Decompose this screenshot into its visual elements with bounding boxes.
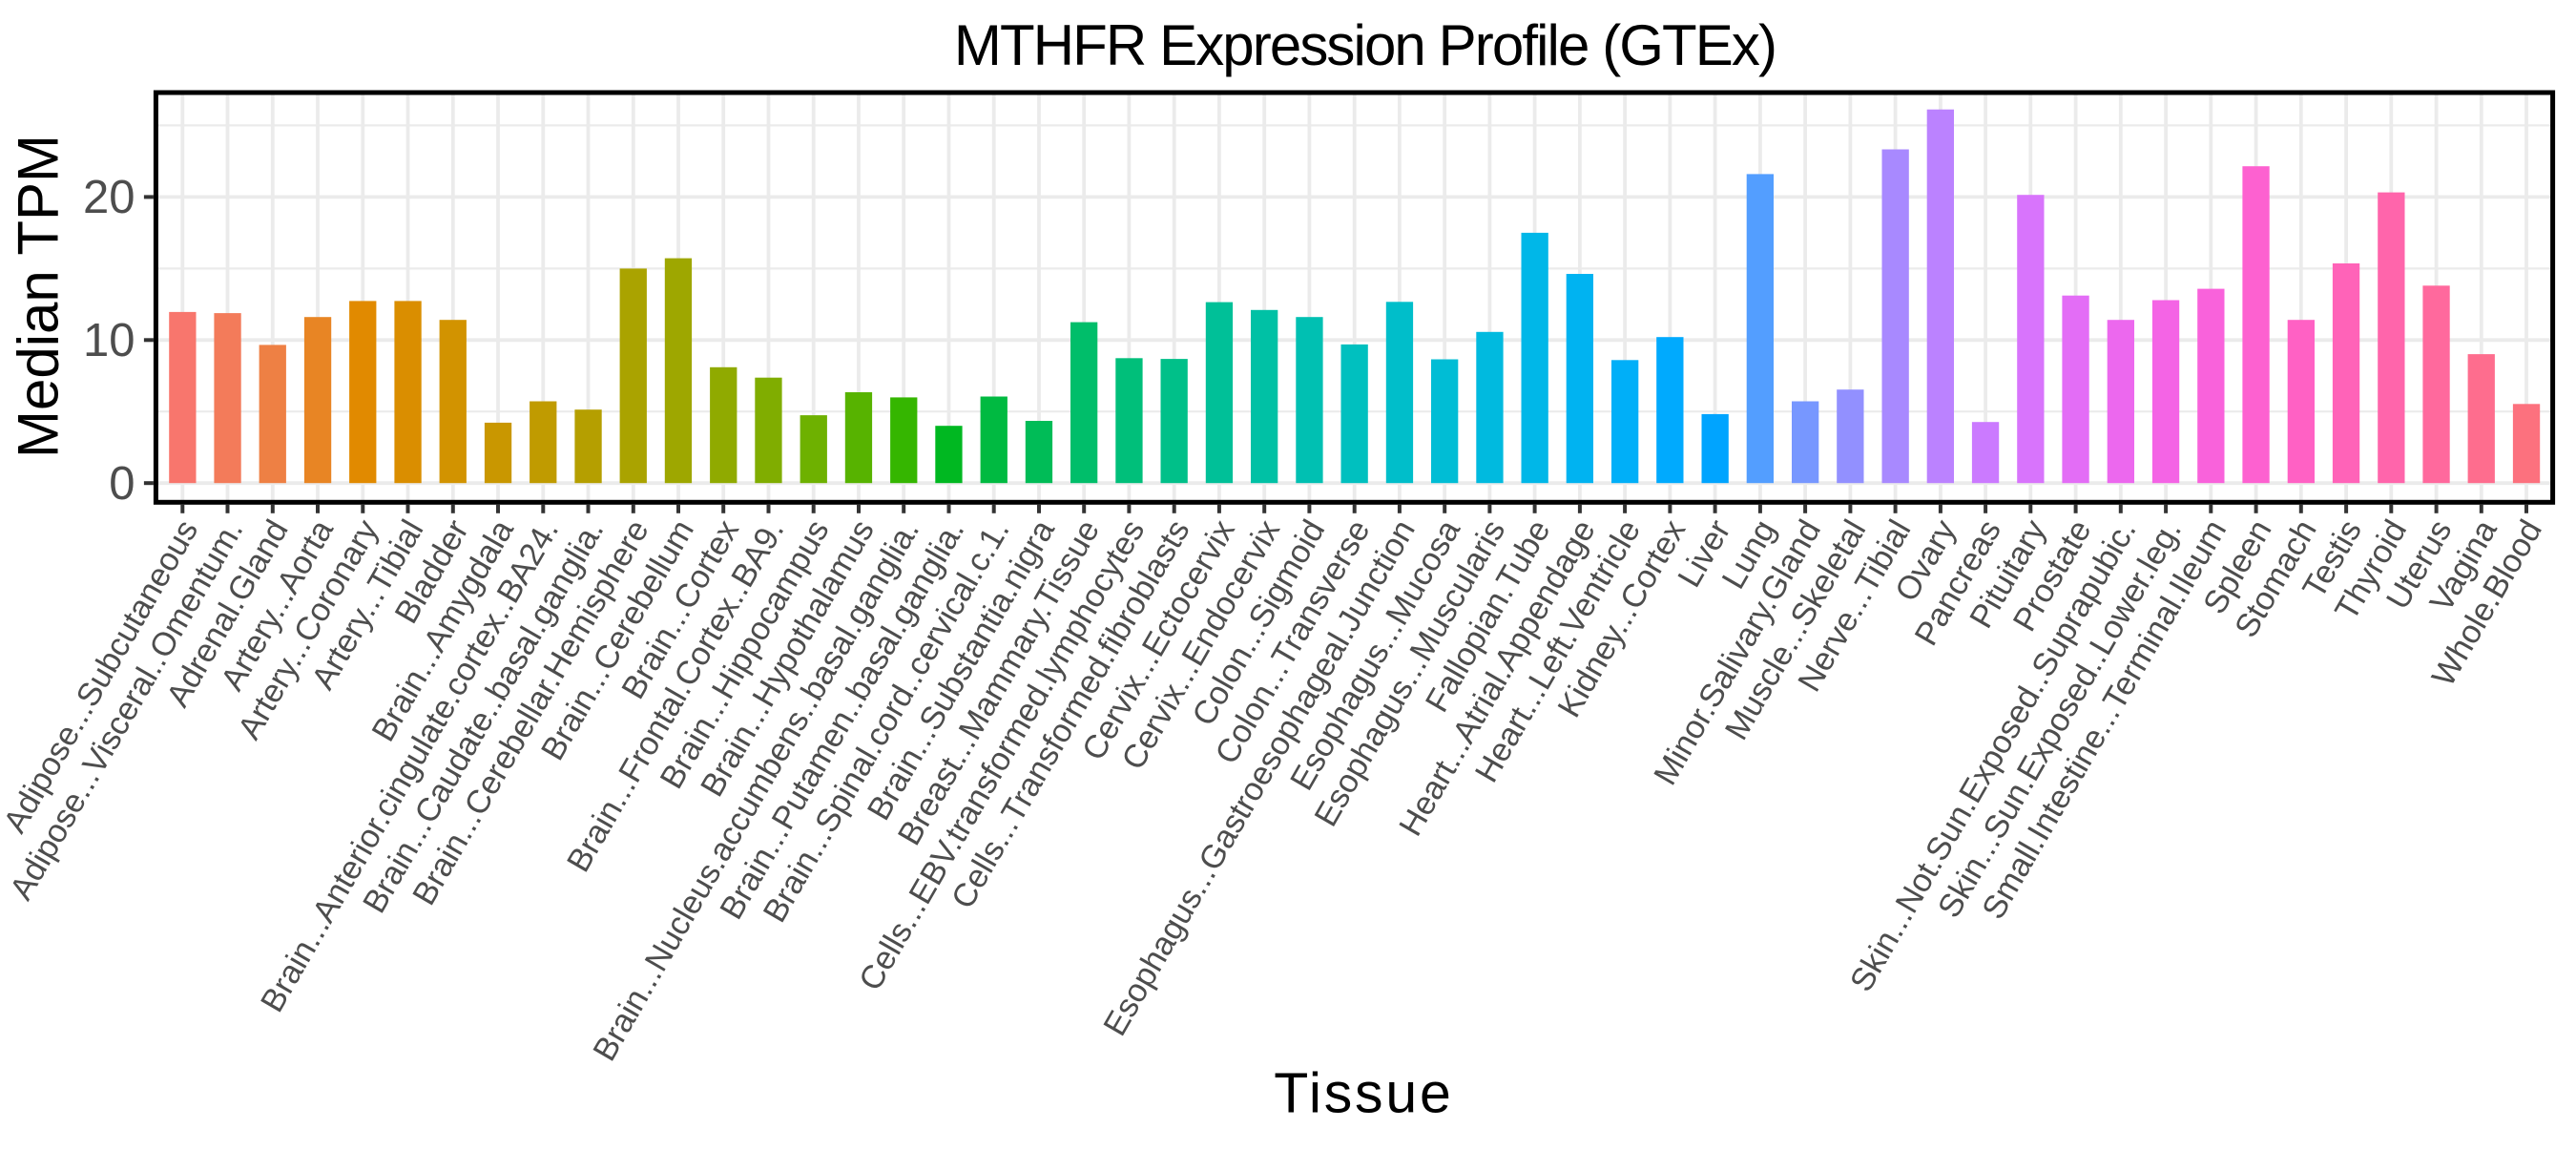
svg-text:Median TPM: Median TPM bbox=[7, 135, 71, 458]
svg-text:MTHFR Expression Profile (GTEx: MTHFR Expression Profile (GTEx) bbox=[954, 13, 1776, 77]
svg-text:0: 0 bbox=[109, 458, 135, 510]
svg-text:Tissue: Tissue bbox=[1274, 1062, 1453, 1125]
svg-text:10: 10 bbox=[83, 315, 135, 366]
svg-text:20: 20 bbox=[83, 172, 135, 223]
